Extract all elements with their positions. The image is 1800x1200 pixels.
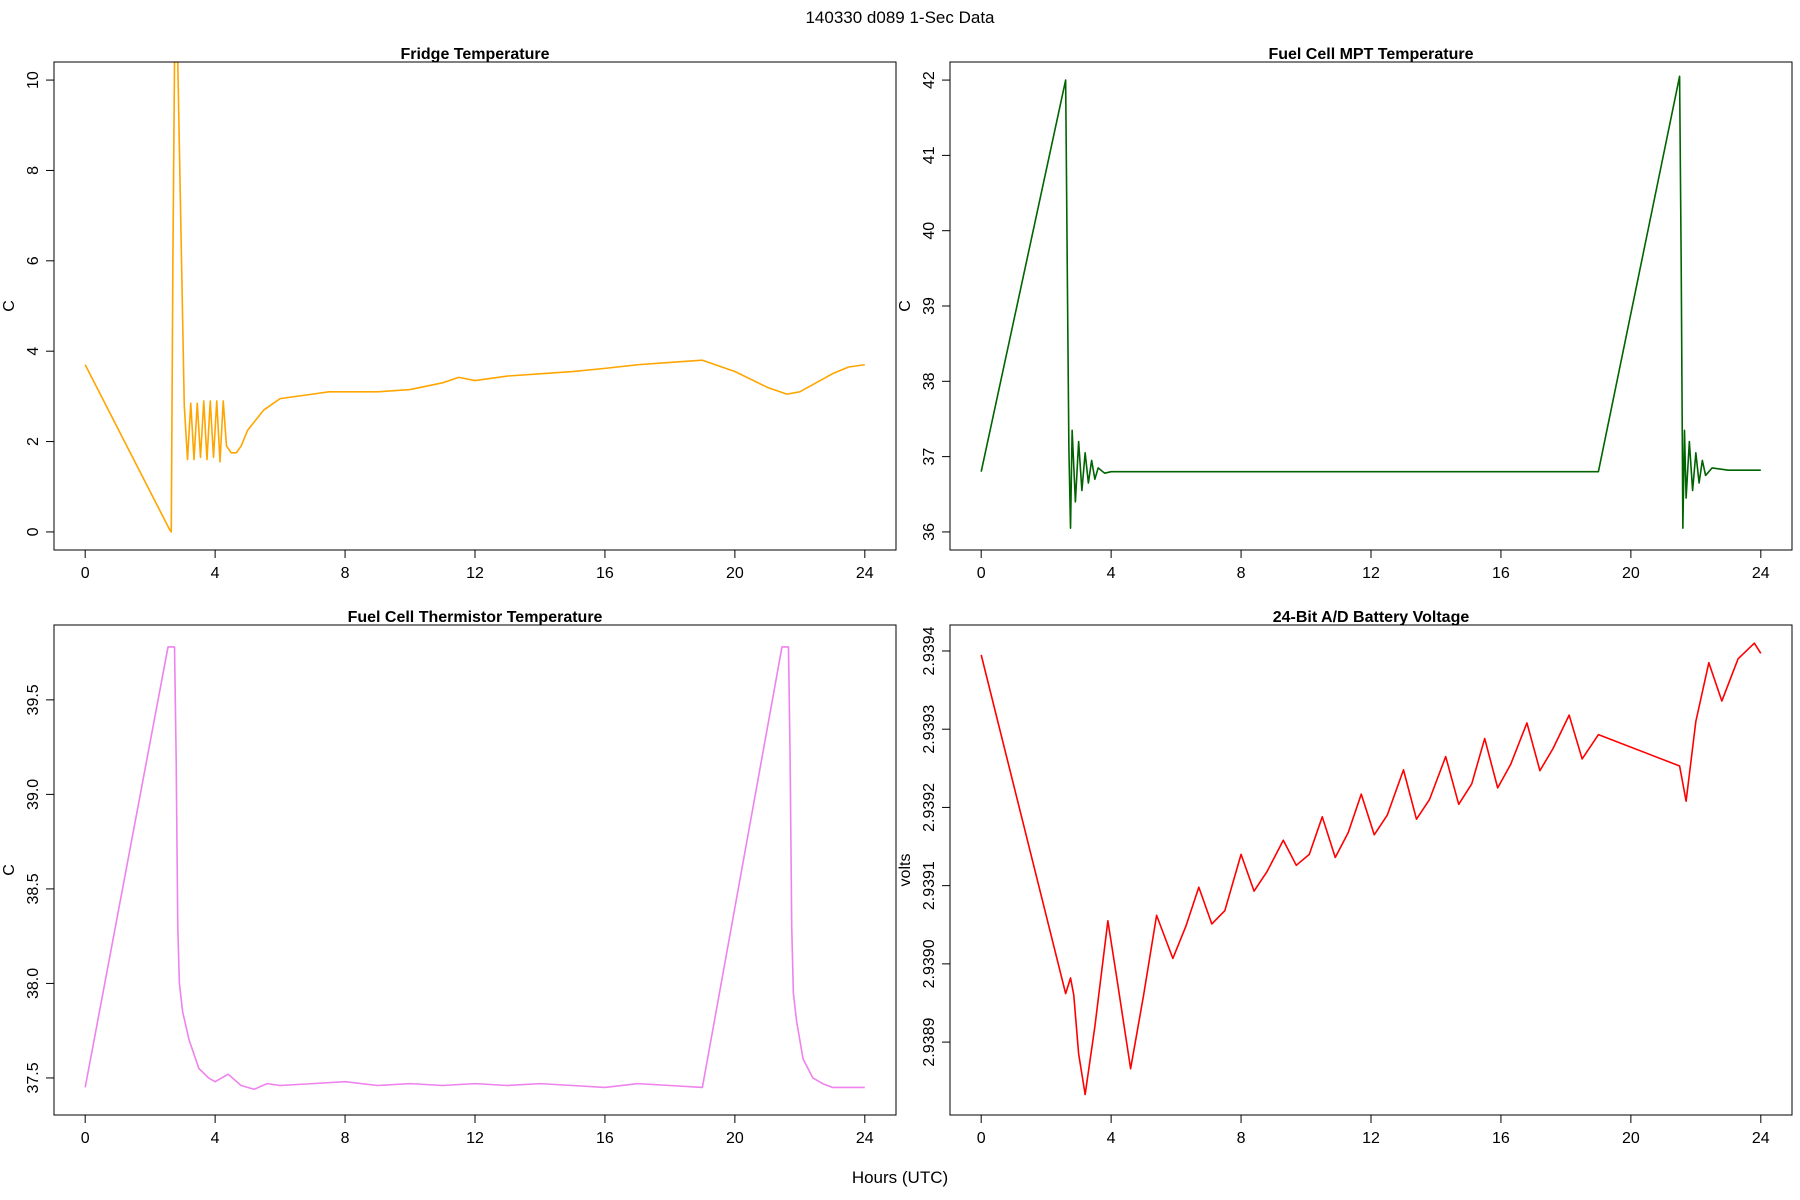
x-tick-label: 0 [977,1130,986,1147]
figure-x-axis-label: Hours (UTC) [851,1168,949,1187]
y-tick-label: 2.9393 [921,705,938,754]
panel-title: Fridge Temperature [400,46,549,63]
x-axis: 0 4 8 12 16 20 24 [977,549,1770,582]
panel-title: Fuel Cell MPT Temperature [1268,46,1473,63]
y-tick-label: 2.9392 [921,783,938,832]
y-tick-label: 38.0 [25,968,42,999]
x-axis: 0 4 8 12 16 20 24 [977,1114,1770,1147]
x-tick-label: 12 [466,565,484,582]
y-axis: 0 2 4 6 8 10 [25,71,55,536]
panel-title: Fuel Cell Thermistor Temperature [348,609,603,626]
x-axis: 0 4 8 12 16 20 24 [81,549,874,582]
y-tick-label: 42 [921,71,938,89]
series-line [84,62,865,533]
x-tick-label: 16 [596,565,614,582]
x-tick-label: 20 [1622,1130,1640,1147]
y-axis-label: volts [897,854,914,887]
x-tick-label: 24 [1752,565,1770,582]
y-tick-label: 2 [25,437,42,446]
panel-3: Fuel Cell Thermistor Temperature 0 4 8 12 16 2… [1,609,897,1147]
x-tick-label: 8 [341,1130,350,1147]
plot-frame [949,624,1793,1116]
y-tick-label: 37.5 [25,1062,42,1093]
x-tick-label: 20 [726,565,744,582]
y-tick-label: 41 [921,146,938,164]
y-tick-label: 10 [25,71,42,89]
panel-4: 24-Bit A/D Battery Voltage 0 4 8 12 16 20 24 2.9… [897,609,1793,1147]
x-tick-label: 20 [726,1130,744,1147]
y-tick-label: 39.0 [25,779,42,810]
x-tick-label: 0 [81,565,90,582]
figure-title: 140330 d089 1-Sec Data [805,8,995,27]
y-tick-label: 0 [25,527,42,536]
y-tick-label: 8 [25,166,42,175]
y-tick-label: 39 [921,297,938,315]
panel-2: Fuel Cell MPT Temperature 0 4 8 12 16 20 24 36 37… [897,46,1793,582]
y-axis: 36 37 38 39 40 41 42 [921,71,951,541]
y-tick-label: 2.9394 [921,626,938,675]
y-tick-label: 39.5 [25,684,42,715]
y-tick-label: 6 [25,256,42,265]
x-tick-label: 12 [1362,565,1380,582]
x-tick-label: 12 [466,1130,484,1147]
y-axis-label: C [1,864,18,876]
x-tick-label: 4 [1107,1130,1116,1147]
y-tick-label: 2.9390 [921,939,938,988]
y-tick-label: 4 [25,347,42,356]
x-tick-label: 12 [1362,1130,1380,1147]
series-line [980,642,1762,1096]
x-tick-label: 8 [1237,1130,1246,1147]
y-tick-label: 38.5 [25,873,42,904]
plot-frame [53,624,897,1116]
x-tick-label: 4 [211,565,220,582]
y-tick-label: 2.9389 [921,1018,938,1067]
x-tick-label: 0 [81,1130,90,1147]
series-line [84,646,865,1091]
x-tick-label: 16 [1492,1130,1510,1147]
x-tick-label: 16 [1492,565,1510,582]
y-axis: 37.5 38.0 38.5 39.0 39.5 [25,684,55,1094]
x-tick-label: 4 [1107,565,1116,582]
y-tick-label: 37 [921,448,938,466]
x-tick-label: 24 [856,1130,874,1147]
series-line [980,75,1761,529]
x-tick-label: 24 [856,565,874,582]
y-tick-label: 2.9391 [921,861,938,910]
x-tick-label: 16 [596,1130,614,1147]
y-axis-label: C [897,300,914,312]
x-tick-label: 24 [1752,1130,1770,1147]
y-tick-label: 36 [921,523,938,541]
y-axis: 2.9389 2.9390 2.9391 2.9392 2.9393 2.9394 [921,626,951,1067]
x-tick-label: 0 [977,565,986,582]
x-tick-label: 8 [341,565,350,582]
y-tick-label: 40 [921,222,938,240]
x-axis: 0 4 8 12 16 20 24 [81,1114,874,1147]
x-tick-label: 20 [1622,565,1640,582]
y-axis-label: C [1,300,18,312]
panel-title: 24-Bit A/D Battery Voltage [1273,609,1470,626]
y-tick-label: 38 [921,372,938,390]
x-tick-label: 4 [211,1130,220,1147]
plot-frame [53,61,897,551]
x-tick-label: 8 [1237,565,1246,582]
